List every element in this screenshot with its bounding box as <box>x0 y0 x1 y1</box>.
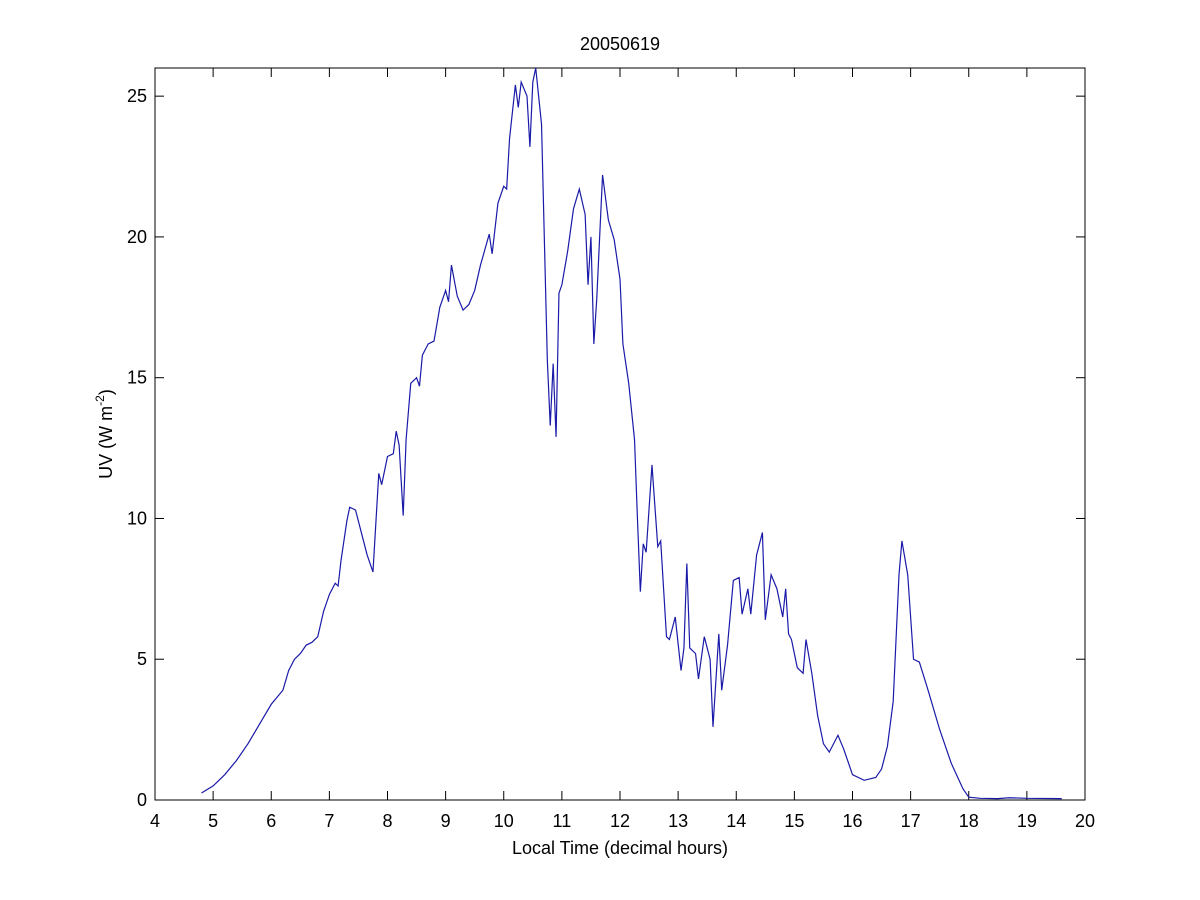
chart-title: 20050619 <box>580 34 660 54</box>
x-tick-label: 12 <box>610 811 630 831</box>
y-axis-label-end: ) <box>96 389 116 395</box>
y-axis-label: UV (W m-2) <box>93 389 116 479</box>
data-line <box>201 67 1062 800</box>
x-tick-label: 10 <box>494 811 514 831</box>
y-axis-label-sup: -2 <box>93 395 107 406</box>
y-axis-label-text: UV (W m <box>96 406 116 479</box>
x-tick-label: 19 <box>1017 811 1037 831</box>
x-tick-label: 4 <box>150 811 160 831</box>
y-tick-label: 15 <box>127 368 147 388</box>
x-tick-label: 14 <box>726 811 746 831</box>
x-tick-label: 16 <box>842 811 862 831</box>
x-tick-label: 5 <box>208 811 218 831</box>
x-tick-label: 15 <box>784 811 804 831</box>
x-tick-label: 9 <box>441 811 451 831</box>
y-tick-label: 20 <box>127 227 147 247</box>
y-tick-label: 5 <box>137 649 147 669</box>
x-tick-label: 17 <box>901 811 921 831</box>
x-tick-label: 13 <box>668 811 688 831</box>
x-tick-label: 7 <box>324 811 334 831</box>
x-axis-label: Local Time (decimal hours) <box>512 838 728 858</box>
x-tick-label: 20 <box>1075 811 1095 831</box>
y-tick-label: 0 <box>137 790 147 810</box>
y-tick-label: 10 <box>127 508 147 528</box>
plot-frame <box>154 67 1086 801</box>
x-tick-label: 11 <box>553 811 572 831</box>
x-tick-label: 6 <box>266 811 276 831</box>
x-tick-label: 18 <box>959 811 979 831</box>
x-tick-label: 8 <box>382 811 392 831</box>
y-tick-label: 25 <box>127 86 147 106</box>
